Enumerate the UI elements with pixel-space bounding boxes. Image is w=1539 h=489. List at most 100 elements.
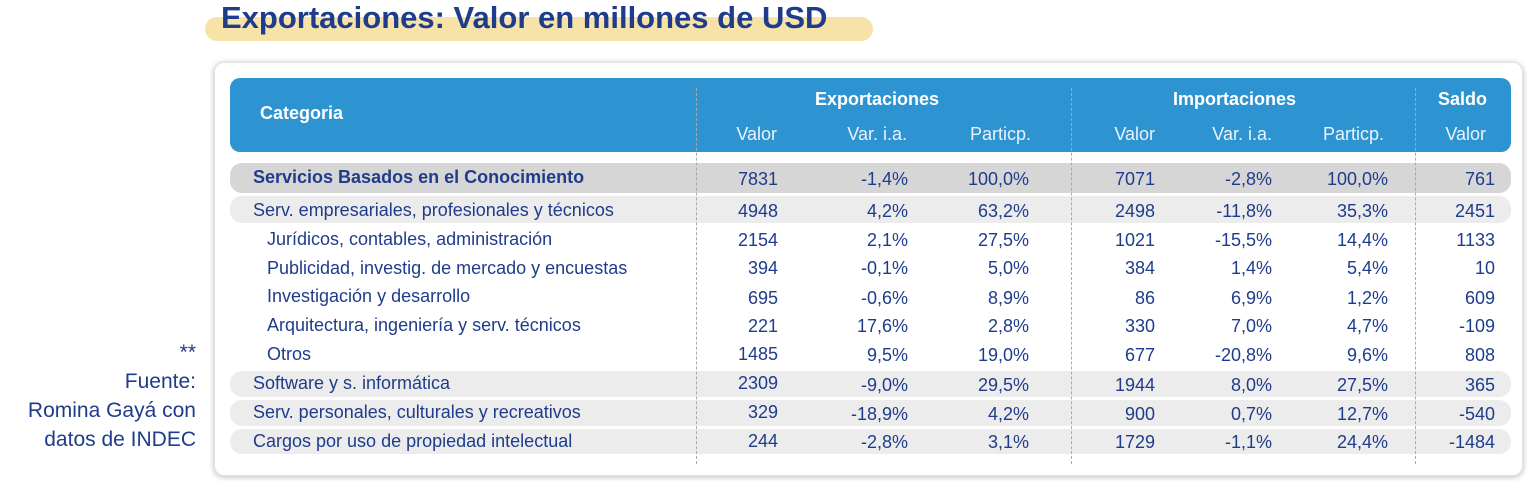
- table-cell: 609: [1464, 288, 1495, 308]
- table-cell: 86: [1134, 288, 1155, 308]
- column-separator: [1415, 88, 1416, 464]
- table-cell: 29,5%: [977, 375, 1029, 395]
- table-cell: 4948: [737, 201, 778, 221]
- subheader-imp-valor: Valor: [1114, 124, 1155, 144]
- table-row-category: Jurídicos, contables, administración: [267, 229, 553, 249]
- subheader-saldo-valor: Valor: [1445, 124, 1486, 144]
- table-cell: 1485: [737, 344, 778, 364]
- table-cell: 8,9%: [987, 288, 1029, 308]
- table-header: Categoria Exportaciones Importaciones Sa…: [230, 78, 1511, 152]
- table-cell: 4,2%: [987, 404, 1029, 424]
- table-cell: 100,0%: [967, 169, 1029, 189]
- row-band-total: [230, 163, 1511, 193]
- header-importaciones: Importaciones: [1173, 89, 1297, 109]
- table-cell: 100,0%: [1326, 169, 1388, 189]
- table-row-category: Investigación y desarrollo: [267, 286, 471, 306]
- table-cell: 8,0%: [1230, 375, 1272, 395]
- table-cell: -109: [1458, 316, 1495, 336]
- table-cell: 14,4%: [1336, 230, 1388, 250]
- table-cell: 365: [1464, 375, 1495, 395]
- table-cell: 808: [1464, 345, 1495, 365]
- table-cell: 63,2%: [977, 201, 1029, 221]
- header-saldo: Saldo: [1438, 89, 1488, 109]
- table-cell: 24,4%: [1336, 432, 1388, 452]
- table-cell: 4,7%: [1346, 316, 1388, 336]
- table-cell: 9,6%: [1346, 345, 1388, 365]
- table-cell: 329: [747, 402, 778, 422]
- table-cell: 330: [1124, 316, 1155, 336]
- table-cell: 12,7%: [1336, 404, 1388, 424]
- table-cell: -1,4%: [860, 169, 908, 189]
- table-cell: 17,6%: [856, 316, 908, 336]
- column-separator: [696, 88, 697, 464]
- table-row-category: Servicios Basados en el Conocimiento: [253, 167, 585, 187]
- table-cell: 5,4%: [1346, 258, 1388, 278]
- table-cell: -2,8%: [1224, 169, 1272, 189]
- subheader-imp-part: Particp.: [1322, 124, 1384, 144]
- source-line: Fuente:: [124, 370, 196, 393]
- title-block: Exportaciones: Valor en millones de USD: [205, 0, 873, 44]
- table-cell: 0,7%: [1230, 404, 1272, 424]
- table-cell: 1133: [1456, 230, 1495, 250]
- row-band: [230, 429, 1511, 454]
- table-cell: -11,8%: [1216, 201, 1272, 221]
- table-cell: 2498: [1114, 201, 1155, 221]
- header-exportaciones: Exportaciones: [815, 89, 940, 109]
- table-row-category: Serv. empresariales, profesionales y téc…: [253, 200, 614, 220]
- source-line: **: [179, 341, 196, 364]
- source-note: ** Fuente: Romina Gayá con datos de INDE…: [0, 338, 196, 454]
- table-cell: -18,9%: [850, 404, 908, 424]
- subheader-imp-var: Var. i.a.: [1212, 124, 1272, 144]
- table-cell: 9,5%: [866, 345, 908, 365]
- table-cell: 19,0%: [977, 345, 1029, 365]
- title-highlight: [205, 17, 873, 41]
- table-cell: 394: [747, 258, 778, 278]
- table-cell: 2451: [1454, 201, 1495, 221]
- row-band: [230, 371, 1511, 397]
- table-cell: 1021: [1114, 230, 1155, 250]
- table-cell: -1484: [1448, 432, 1495, 452]
- table-cell: -20,8%: [1214, 345, 1272, 365]
- table-cell: -540: [1458, 404, 1495, 424]
- row-band: [230, 400, 1511, 426]
- table-row-category: Serv. personales, culturales y recreativ…: [253, 402, 581, 422]
- table-cell: -1,1%: [1224, 432, 1272, 452]
- subheader-exp-valor: Valor: [736, 124, 777, 144]
- table-row-category: Otros: [267, 344, 312, 364]
- source-line: datos de INDEC: [44, 428, 196, 451]
- table-cell: 1944: [1114, 375, 1155, 395]
- source-line: Romina Gayá con: [27, 399, 196, 422]
- column-separator: [1071, 88, 1072, 464]
- table-cell: 695: [747, 288, 778, 308]
- table-cell: 7831: [737, 169, 778, 189]
- table-cell: 3,1%: [987, 432, 1029, 452]
- table-cell: 5,0%: [987, 258, 1029, 278]
- table-cell: 384: [1124, 258, 1155, 278]
- table-cell: 244: [747, 431, 778, 451]
- table-cell: 1,4%: [1230, 258, 1272, 278]
- table-cell: 900: [1124, 404, 1155, 424]
- table-cell: 7071: [1114, 169, 1155, 189]
- table-cell: 2309: [737, 373, 778, 393]
- table-cell: -2,8%: [860, 432, 908, 452]
- table-cell: 2154: [737, 230, 778, 250]
- table-cell: 35,3%: [1336, 201, 1388, 221]
- subheader-exp-var: Var. i.a.: [847, 124, 907, 144]
- header-categoria: Categoria: [260, 103, 344, 123]
- table-cell: -15,5%: [1214, 230, 1272, 250]
- table-cell: 4,2%: [866, 201, 908, 221]
- table-cell: 6,9%: [1230, 288, 1272, 308]
- table-cell: 27,5%: [977, 230, 1029, 250]
- table-row-category: Publicidad, investig. de mercado y encue…: [267, 258, 628, 278]
- table-cell: 221: [747, 316, 778, 336]
- table-cell: 2,1%: [866, 230, 908, 250]
- table-cell: -9,0%: [860, 375, 908, 395]
- table-cell: 7,0%: [1230, 316, 1272, 336]
- table-row-category: Software y s. informática: [253, 373, 451, 393]
- table-cell: -0,1%: [860, 258, 908, 278]
- table-row-category: Cargos por uso de propiedad intelectual: [253, 431, 573, 451]
- row-band: [230, 196, 1511, 223]
- subheader-exp-part: Particp.: [969, 124, 1031, 144]
- page-title: Exportaciones: Valor en millones de USD: [221, 0, 828, 35]
- table-cell: -0,6%: [860, 288, 908, 308]
